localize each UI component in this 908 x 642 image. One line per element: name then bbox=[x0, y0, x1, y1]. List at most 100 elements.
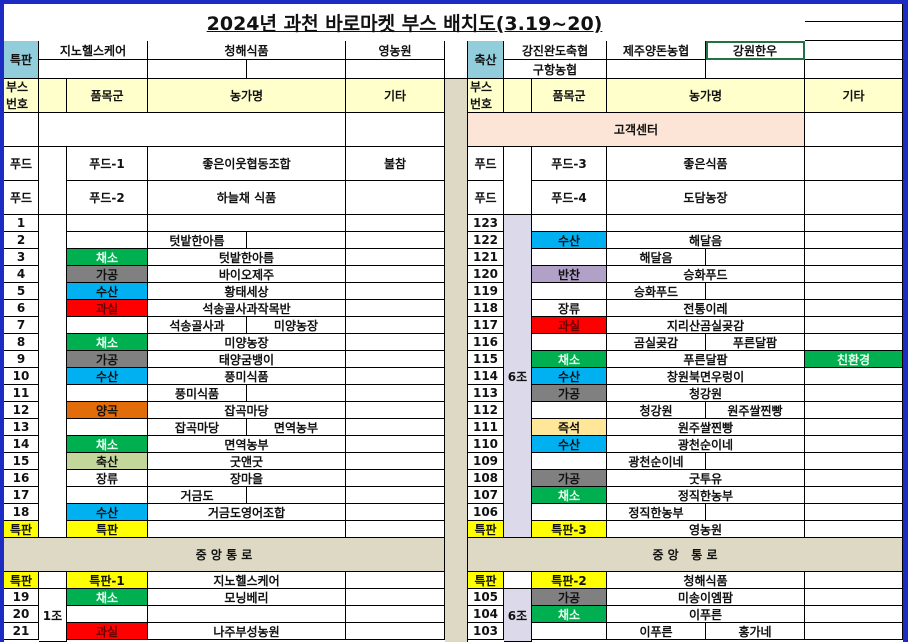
header-category[interactable]: 품목군 bbox=[67, 79, 148, 113]
category[interactable]: 푸드-1 bbox=[67, 147, 148, 181]
booth-no[interactable]: 특판 bbox=[4, 521, 39, 538]
farm-name[interactable]: 거금도영어조합 bbox=[148, 504, 346, 521]
note[interactable] bbox=[805, 623, 903, 640]
booth-no[interactable]: 11 bbox=[4, 385, 39, 402]
farm-name[interactable]: 정직한농부 bbox=[607, 487, 805, 504]
category[interactable]: 푸드-2 bbox=[67, 181, 148, 215]
farm-name[interactable]: 장마을 bbox=[148, 470, 346, 487]
booth-no[interactable]: 특판 bbox=[468, 572, 504, 589]
category-badge[interactable]: 특판 bbox=[67, 521, 148, 538]
booth-no[interactable]: 116 bbox=[468, 334, 504, 351]
note[interactable] bbox=[805, 521, 903, 538]
farm-name[interactable]: 석송골사과 bbox=[148, 317, 247, 334]
farm-name[interactable]: 굿투유 bbox=[607, 470, 805, 487]
farm-name[interactable]: 청강원 bbox=[607, 402, 706, 419]
cell[interactable] bbox=[39, 60, 148, 79]
farm-name[interactable]: 청해식품 bbox=[607, 572, 805, 589]
note[interactable] bbox=[346, 283, 445, 300]
note[interactable] bbox=[805, 606, 903, 623]
farm-name[interactable]: 곰실곶감 bbox=[607, 334, 706, 351]
farm-name[interactable]: 원주쌀찐빵 bbox=[706, 402, 805, 419]
cell[interactable] bbox=[39, 147, 67, 215]
note[interactable] bbox=[805, 402, 903, 419]
category-badge[interactable]: 반찬 bbox=[532, 266, 607, 283]
booth-no[interactable]: 19 bbox=[4, 589, 39, 606]
cell[interactable] bbox=[247, 60, 346, 79]
category-badge[interactable]: 채소 bbox=[67, 436, 148, 453]
note[interactable] bbox=[346, 487, 445, 504]
farm-name[interactable]: 태양굼뱅이 bbox=[148, 351, 346, 368]
cell[interactable] bbox=[805, 113, 903, 147]
farm-name[interactable]: 잡곡마당 bbox=[148, 402, 346, 419]
group-label[interactable] bbox=[39, 215, 67, 538]
note[interactable] bbox=[805, 215, 903, 232]
category-badge[interactable]: 축산 bbox=[67, 453, 148, 470]
cell[interactable] bbox=[805, 60, 903, 79]
farm-name[interactable]: 거금도 bbox=[148, 487, 247, 504]
category-badge[interactable] bbox=[532, 453, 607, 470]
booth-no[interactable]: 7 bbox=[4, 317, 39, 334]
farm-name[interactable] bbox=[607, 215, 805, 232]
livestock-label[interactable]: 축산 bbox=[468, 41, 504, 79]
category-badge[interactable]: 가공 bbox=[532, 589, 607, 606]
booth-no[interactable]: 4 bbox=[4, 266, 39, 283]
farm-name[interactable]: 풍미식품 bbox=[148, 368, 346, 385]
header-note[interactable]: 기타 bbox=[805, 79, 903, 113]
booth-no[interactable]: 푸드 bbox=[4, 147, 39, 181]
note[interactable] bbox=[346, 521, 445, 538]
booth-no[interactable]: 122 bbox=[468, 232, 504, 249]
booth-no[interactable]: 106 bbox=[468, 504, 504, 521]
header-note[interactable]: 기타 bbox=[346, 79, 445, 113]
note[interactable] bbox=[346, 623, 445, 640]
booth-no[interactable]: 117 bbox=[468, 317, 504, 334]
booth-no[interactable]: 103 bbox=[468, 623, 504, 640]
farm-name[interactable]: 푸른달팜 bbox=[706, 334, 805, 351]
header-booth-no[interactable]: 부스 번호 bbox=[468, 79, 504, 113]
farm-name[interactable]: 푸른달팜 bbox=[607, 351, 805, 368]
cell[interactable] bbox=[504, 147, 532, 215]
category-badge[interactable] bbox=[67, 317, 148, 334]
farm-name[interactable]: 면역농부 bbox=[148, 436, 346, 453]
note[interactable] bbox=[346, 334, 445, 351]
note[interactable] bbox=[346, 589, 445, 606]
booth-no[interactable]: 21 bbox=[4, 623, 39, 640]
cell[interactable] bbox=[148, 60, 247, 79]
note[interactable] bbox=[346, 606, 445, 623]
farm-name[interactable]: 나주부성농원 bbox=[148, 623, 346, 640]
booth-no[interactable]: 15 bbox=[4, 453, 39, 470]
farm-name[interactable] bbox=[148, 215, 346, 232]
category-badge[interactable]: 가공 bbox=[67, 266, 148, 283]
farm-name[interactable]: 광천순이네 bbox=[607, 436, 805, 453]
note[interactable] bbox=[805, 283, 903, 300]
category-badge[interactable]: 양곡 bbox=[67, 402, 148, 419]
farm-name[interactable]: 바이오제주 bbox=[148, 266, 346, 283]
booth-no[interactable]: 5 bbox=[4, 283, 39, 300]
farm-name[interactable]: 승화푸드 bbox=[607, 283, 706, 300]
group-label[interactable]: 6조 bbox=[504, 589, 532, 642]
note[interactable] bbox=[346, 249, 445, 266]
booth-no[interactable]: 10 bbox=[4, 368, 39, 385]
farm-name[interactable]: 지노헬스케어 bbox=[148, 572, 346, 589]
booth-no[interactable]: 1 bbox=[4, 215, 39, 232]
farm-name[interactable]: 지리산곰실곶감 bbox=[607, 317, 805, 334]
booth-no[interactable]: 14 bbox=[4, 436, 39, 453]
booth-no[interactable]: 18 bbox=[4, 504, 39, 521]
booth-no[interactable]: 6 bbox=[4, 300, 39, 317]
booth-no[interactable]: 112 bbox=[468, 402, 504, 419]
category-badge[interactable] bbox=[67, 487, 148, 504]
category-badge[interactable]: 수산 bbox=[67, 283, 148, 300]
farm-name[interactable]: 승화푸드 bbox=[607, 266, 805, 283]
note[interactable]: 불참 bbox=[346, 147, 445, 181]
category-badge[interactable]: 채소 bbox=[532, 351, 607, 368]
note[interactable]: 친환경 bbox=[805, 351, 903, 368]
farm-name[interactable]: 석송골사과작목반 bbox=[148, 300, 346, 317]
farm-name[interactable]: 이푸른 bbox=[607, 606, 805, 623]
booth-no[interactable]: 108 bbox=[468, 470, 504, 487]
cell[interactable] bbox=[504, 572, 532, 589]
note[interactable] bbox=[805, 266, 903, 283]
category-badge[interactable] bbox=[67, 606, 148, 623]
category-badge[interactable]: 채소 bbox=[67, 334, 148, 351]
booth-no[interactable]: 115 bbox=[468, 351, 504, 368]
note[interactable] bbox=[346, 181, 445, 215]
note[interactable] bbox=[346, 215, 445, 232]
